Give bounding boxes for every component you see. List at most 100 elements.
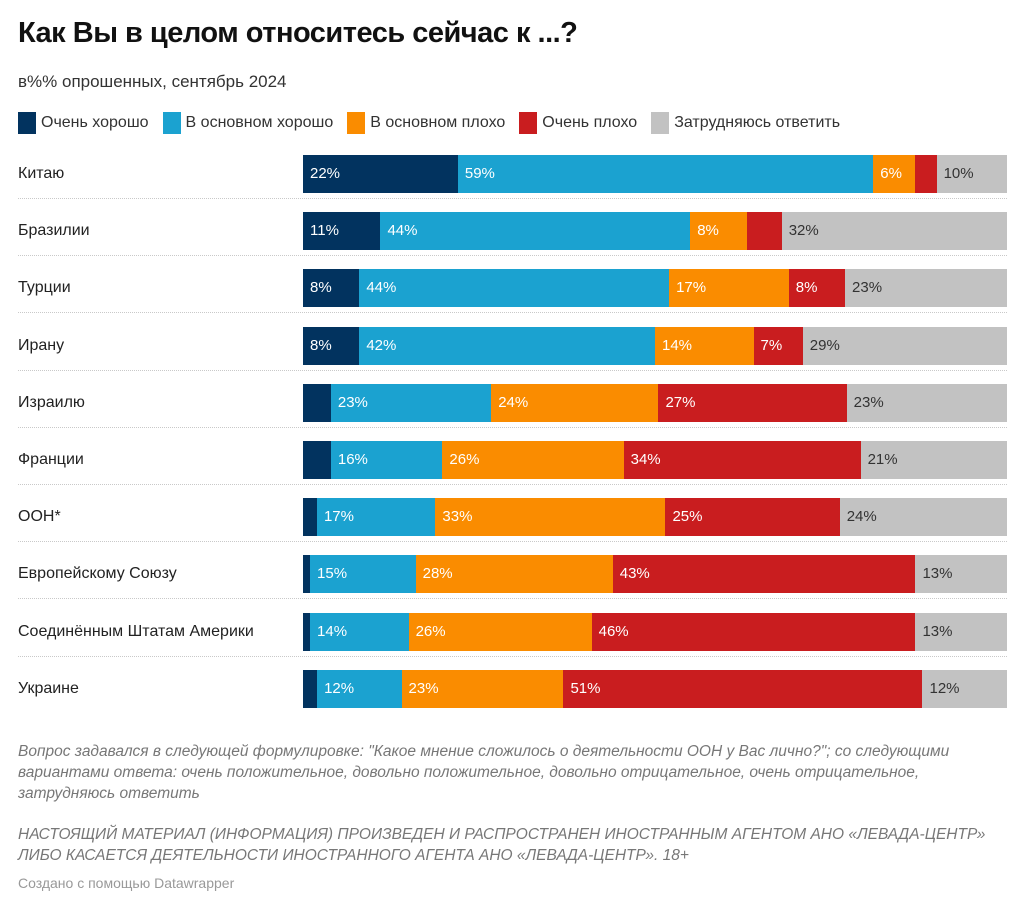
data-label: 8%: [795, 279, 818, 297]
category-label: Европейскому Союзу: [18, 565, 177, 583]
data-label: 27%: [665, 393, 696, 411]
legend-item: В основном хорошо: [162, 112, 334, 134]
row-separator: [18, 426, 1007, 428]
data-label: 24%: [498, 393, 529, 411]
category-label: Соединённым Штатам Америки: [18, 622, 254, 640]
data-label: 17%: [323, 508, 354, 526]
data-label: 10%: [943, 165, 974, 182]
bar-segment: 6%: [873, 155, 916, 193]
bar-segment: 15%: [310, 555, 416, 594]
chart-row: Ирану 8% 42% 14% 7% 29%: [0, 322, 1024, 379]
bar-segment: 29%: [802, 326, 1007, 365]
legend-item: Очень плохо: [519, 112, 637, 134]
data-label: 12%: [324, 679, 355, 697]
bar-segment: [303, 383, 331, 422]
category-label: Турции: [18, 279, 71, 297]
bar-segment: 16%: [330, 441, 443, 479]
legend-label: Очень хорошо: [41, 114, 149, 131]
bar-segment: 24%: [839, 498, 1007, 537]
bar-segment: 8%: [303, 269, 360, 308]
datawrapper-credit[interactable]: Создано с помощью Datawrapper: [18, 875, 235, 891]
bar-segment: [303, 498, 317, 537]
row-separator: [18, 655, 1007, 657]
data-label: 29%: [809, 336, 840, 354]
bar-segment: [303, 612, 311, 651]
bar-segment: 28%: [415, 555, 613, 594]
bar-segment: 27%: [658, 383, 847, 422]
data-label: 23%: [852, 279, 883, 297]
data-label: 16%: [337, 451, 368, 468]
chart-row: Бразилии 11% 44% 8% 32%: [0, 207, 1024, 264]
row-separator: [18, 369, 1007, 371]
data-label: 22%: [310, 165, 341, 182]
legend-swatch: [651, 112, 670, 134]
data-label: 23%: [337, 393, 368, 411]
data-label: 12%: [929, 679, 960, 697]
row-separator: [18, 598, 1007, 600]
legend-swatch: [18, 112, 36, 134]
chart-subtitle: в%% опрошенных, сентябрь 2024: [18, 72, 287, 91]
data-label: 24%: [846, 508, 877, 526]
row-separator: [18, 312, 1007, 314]
bar-segment: 13%: [915, 555, 1007, 594]
stacked-bar: 23% 24% 27% 23%: [303, 383, 1007, 422]
chart-row: Соединённым Штатам Америки 14% 26% 46% 13%: [0, 608, 1024, 665]
row-separator: [18, 484, 1007, 485]
data-label: 13%: [922, 622, 953, 640]
bar-segment: 22%: [303, 155, 458, 193]
stacked-bar: 12% 23% 51% 12%: [303, 669, 1007, 708]
legend-label: В основном хорошо: [185, 114, 334, 131]
bar-segment: 44%: [380, 212, 691, 251]
bar-segment: 59%: [457, 155, 874, 193]
chart-row: Европейскому Союзу 15% 28% 43% 13%: [0, 550, 1024, 607]
data-label: 33%: [442, 508, 473, 526]
bar-segment: 7%: [753, 326, 803, 365]
row-separator: [18, 541, 1007, 543]
legend-item: В основном плохо: [347, 112, 505, 134]
bar-segment: [303, 555, 311, 594]
bar-segment: [746, 212, 782, 251]
bar-segment: 33%: [435, 498, 666, 537]
category-label: Израилю: [18, 393, 85, 411]
legend-label: В основном плохо: [370, 114, 506, 131]
chart-row: Франции 16% 26% 34% 21%: [0, 436, 1024, 493]
data-label: 46%: [598, 622, 629, 640]
bar-segment: 11%: [303, 212, 381, 251]
bar-segment: 10%: [936, 155, 1007, 193]
footnote: Вопрос задавался в следующей формулировк…: [18, 743, 950, 802]
bar-segment: 17%: [669, 269, 789, 308]
bar-segment: 14%: [654, 326, 754, 365]
legend-item: Затрудняюсь ответить: [651, 112, 840, 134]
stacked-bar: 11% 44% 8% 32%: [303, 212, 1007, 251]
row-separator: [18, 198, 1007, 199]
bar-segment: 42%: [359, 326, 655, 365]
bar-segment: 26%: [442, 441, 624, 479]
stacked-bar: 16% 26% 34% 21%: [303, 441, 1007, 479]
bar-segment: 32%: [781, 212, 1007, 251]
bar-segment: 51%: [563, 669, 923, 708]
data-label: 7%: [760, 336, 783, 354]
data-label: 26%: [415, 622, 446, 640]
data-label: 25%: [672, 508, 703, 526]
data-label: 23%: [853, 393, 884, 411]
bar-segment: 26%: [408, 612, 592, 651]
bar-segment: 25%: [665, 498, 840, 537]
stacked-bar: 15% 28% 43% 13%: [303, 555, 1007, 594]
data-label: 44%: [366, 279, 397, 297]
chart-row: Израилю 23% 24% 27% 23%: [0, 379, 1024, 436]
bar-segment: 46%: [591, 612, 916, 651]
data-label: 32%: [788, 222, 819, 240]
data-label: 26%: [449, 451, 480, 468]
data-label: 51%: [570, 679, 601, 697]
data-label: 14%: [661, 336, 693, 354]
data-label: 28%: [422, 565, 453, 583]
data-label: 6%: [880, 165, 902, 182]
bar-segment: 23%: [401, 669, 564, 708]
bar-segment: 44%: [359, 269, 670, 308]
data-label: 8%: [310, 336, 332, 354]
category-label: Украине: [18, 679, 79, 697]
data-label: 15%: [317, 565, 348, 583]
bar-segment: 8%: [690, 212, 747, 251]
stacked-bar: 22% 59% 6% 10%: [303, 155, 1007, 193]
data-label: 23%: [408, 679, 439, 697]
